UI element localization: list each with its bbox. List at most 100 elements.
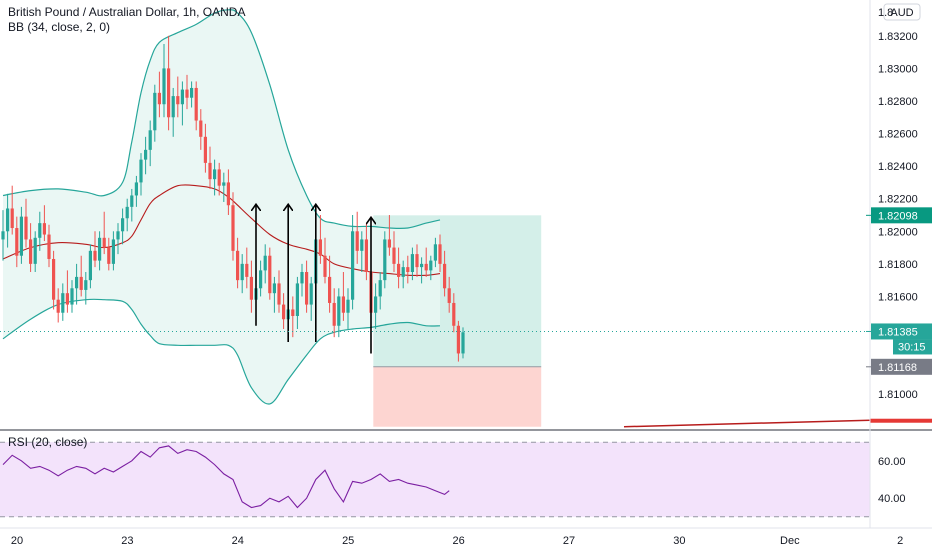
candle-body	[429, 260, 433, 271]
candle-body	[337, 296, 341, 326]
candle-body	[33, 237, 37, 264]
candle-body	[180, 89, 184, 105]
rsi-legend[interactable]: RSI (20, close)	[8, 435, 87, 449]
candle-body	[346, 299, 350, 313]
candle-body	[291, 309, 295, 316]
candle-body	[332, 302, 336, 326]
candle-body	[415, 254, 419, 268]
stop-zone[interactable]	[373, 366, 542, 427]
candle-body	[203, 136, 207, 163]
candle-body	[56, 299, 60, 313]
candle-body	[378, 280, 382, 297]
time-tick-label: 27	[563, 535, 575, 547]
candle-body	[107, 247, 111, 264]
candle-body	[185, 89, 189, 98]
candle-body	[447, 288, 451, 303]
candle-body	[240, 263, 244, 281]
candle-body	[309, 283, 313, 305]
time-tick-label: 25	[342, 535, 354, 547]
price-tick-label: 1.81600	[878, 291, 918, 303]
price-tick-label: 1.83200	[878, 31, 918, 43]
time-tick-label: 30	[673, 535, 685, 547]
price-tag-label: 1.81385	[878, 326, 918, 338]
candle-body	[24, 216, 28, 240]
candle-body	[38, 223, 42, 238]
candle-body	[401, 267, 405, 277]
candle-body	[305, 272, 309, 305]
candle-body	[52, 258, 56, 300]
candle-body	[364, 239, 368, 273]
symbol-title[interactable]: British Pound / Australian Dollar, 1h, O…	[8, 5, 245, 19]
countdown-label: 30:15	[898, 341, 926, 353]
candle-body	[157, 92, 161, 105]
candle-body	[144, 149, 148, 160]
candle-body	[272, 283, 276, 294]
price-tick-label: 1.81800	[878, 259, 918, 271]
candle-body	[162, 68, 166, 105]
candle-body	[443, 263, 447, 289]
candle-body	[116, 231, 120, 240]
candle-body	[263, 255, 267, 271]
candle-body	[226, 182, 230, 206]
candle-body	[19, 216, 23, 256]
candle-body	[6, 208, 10, 232]
rsi-pane[interactable]	[0, 441, 870, 518]
candle-body	[420, 263, 424, 268]
candle-body	[75, 276, 79, 289]
currency-button[interactable]: AUD	[883, 3, 921, 21]
candle-body	[61, 293, 65, 313]
arrow-annotations[interactable]	[256, 205, 371, 354]
drawings[interactable]	[0, 330, 932, 428]
candle-body	[351, 231, 355, 300]
candlestick-series	[1, 35, 465, 362]
candle-body	[139, 159, 143, 183]
candle-body	[47, 234, 51, 259]
price-tick-label: 1.83000	[878, 63, 918, 75]
bb-fill	[3, 9, 440, 405]
price-tag-label: 1.81168	[878, 362, 917, 374]
candle-body	[410, 254, 414, 273]
candle-body	[355, 231, 359, 251]
candle-body	[84, 280, 88, 290]
time-tick-label: 26	[452, 535, 464, 547]
time-tick-label: 24	[232, 535, 244, 547]
price-axis[interactable]: 1.83200 1.83000 1.82800 1.82600 1.82400 1.822…	[866, 0, 932, 528]
candle-body	[190, 87, 194, 98]
candle-body	[171, 96, 175, 118]
candle-body	[167, 68, 171, 118]
candle-body	[148, 130, 152, 150]
time-tick-label: 20	[11, 535, 23, 547]
price-pane[interactable]	[0, 0, 932, 430]
price-tick-label: 1.82600	[878, 129, 918, 141]
candle-body	[10, 208, 14, 229]
price-tag	[871, 207, 932, 224]
candle-body	[392, 247, 396, 264]
candle-body	[70, 288, 74, 305]
candle-body	[323, 255, 327, 277]
candle-body	[341, 296, 345, 313]
candle-body	[406, 267, 410, 273]
price-tick-label: 1.82000	[878, 226, 918, 238]
candle-body	[125, 206, 129, 219]
candle-body	[433, 244, 437, 261]
candle-body	[236, 250, 240, 281]
indicator-legend[interactable]: BB (34, close, 2, 0)	[8, 20, 110, 34]
candle-body	[134, 182, 138, 196]
candle-body	[121, 218, 125, 232]
candle-body	[295, 283, 299, 316]
top-partial-price-label: 1.8	[878, 7, 893, 19]
currency-label: AUD	[890, 7, 913, 19]
trend-line-axis-marker	[870, 418, 932, 423]
price-tag	[871, 358, 932, 375]
price-tick-label: 1.82800	[878, 96, 918, 108]
time-axis[interactable]: 20 23 24 25 26 27 30 Dec 2	[0, 527, 932, 547]
candle-body	[29, 239, 33, 264]
candle-body	[461, 332, 465, 354]
candle-body	[153, 92, 157, 131]
candle-body	[387, 239, 391, 248]
candle-body	[15, 228, 19, 256]
trend-line[interactable]	[623, 419, 871, 428]
candle-body	[282, 304, 286, 320]
candle-body	[199, 120, 203, 137]
